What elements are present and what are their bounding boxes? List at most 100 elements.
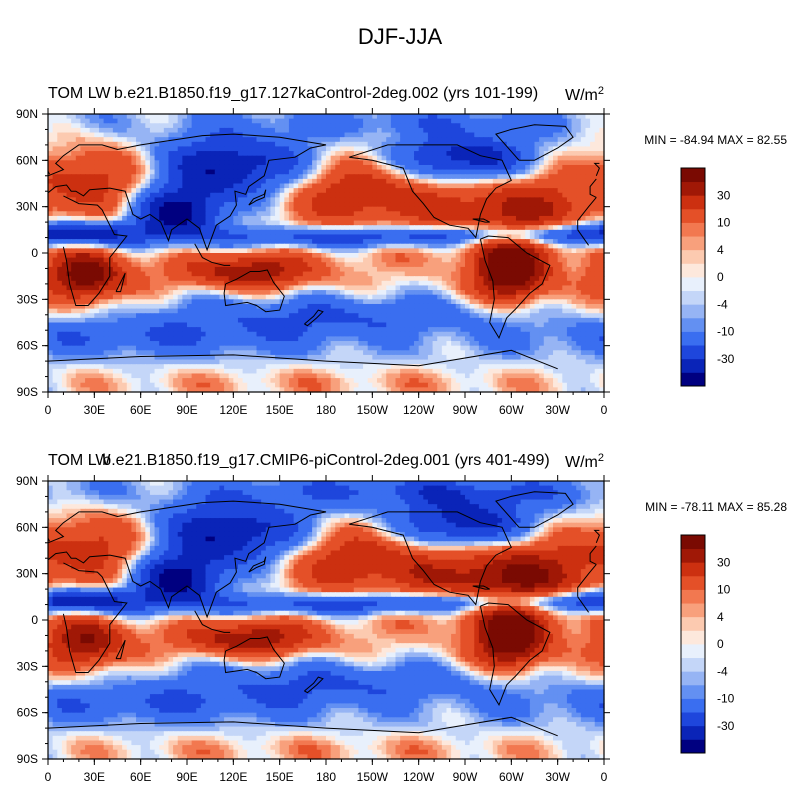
heatmap-cell <box>200 266 207 273</box>
heatmap-cell <box>525 151 531 157</box>
heatmap-cell <box>122 243 128 249</box>
heatmap-cell <box>154 285 160 291</box>
heatmap-cell <box>145 257 151 263</box>
heatmap-cell <box>562 183 568 189</box>
heatmap-cell <box>279 229 285 236</box>
heatmap-cell <box>298 174 304 180</box>
heatmap-cell <box>270 164 276 171</box>
heatmap-cell <box>590 127 596 134</box>
heatmap-cell <box>177 155 183 161</box>
heatmap-cell <box>548 151 554 157</box>
heatmap-cell <box>66 266 72 273</box>
heatmap-cell <box>98 294 105 300</box>
heatmap-cell <box>196 211 202 217</box>
heatmap-cell <box>376 253 383 259</box>
heatmap-cell <box>381 123 387 129</box>
heatmap-cell <box>89 220 95 226</box>
heatmap-cell <box>437 123 443 129</box>
heatmap-cell <box>98 151 105 157</box>
heatmap-cell <box>590 151 596 157</box>
heatmap-cell <box>154 299 160 305</box>
heatmap-cell <box>562 211 568 217</box>
heatmap-cell <box>441 146 448 152</box>
heatmap-cell <box>414 178 420 185</box>
heatmap-cell <box>585 123 591 129</box>
heatmap-cell <box>590 118 596 124</box>
heatmap-cell <box>247 178 253 185</box>
heatmap-cell <box>571 211 577 217</box>
heatmap-cell <box>256 276 262 282</box>
heatmap-cell <box>557 183 563 189</box>
heatmap-cell <box>131 294 137 300</box>
heatmap-cell <box>196 183 202 189</box>
heatmap-cell <box>358 183 364 189</box>
heatmap-cell <box>75 280 82 287</box>
heatmap-cell <box>497 285 503 291</box>
heatmap-cell <box>539 299 545 305</box>
heatmap-cell <box>566 229 573 236</box>
heatmap-cell <box>159 303 165 310</box>
heatmap-cell <box>242 220 248 226</box>
heatmap-cell <box>200 299 207 305</box>
heatmap-cell <box>557 188 563 194</box>
heatmap-cell <box>594 271 600 277</box>
heatmap-cell <box>363 229 369 236</box>
heatmap-cell <box>275 155 281 161</box>
heatmap-cell <box>460 280 466 287</box>
heatmap-cell <box>432 294 438 300</box>
heatmap-cell <box>339 253 346 259</box>
heatmap-cell <box>136 243 142 249</box>
heatmap-cell <box>85 280 91 287</box>
heatmap-cell <box>108 211 114 217</box>
heatmap-cell <box>395 239 401 245</box>
heatmap-cell <box>288 114 295 120</box>
heatmap-cell <box>506 160 512 166</box>
heatmap-cell <box>441 229 448 236</box>
heatmap-cell <box>293 280 299 287</box>
heatmap-cell <box>367 137 373 143</box>
heatmap-cell <box>386 188 392 194</box>
heatmap-cell <box>136 257 142 263</box>
heatmap-cell <box>312 211 318 217</box>
heatmap-cell <box>149 253 156 259</box>
heatmap-cell <box>557 114 563 120</box>
heatmap-cell <box>599 266 605 273</box>
heatmap-cell <box>483 299 489 305</box>
heatmap-cell <box>474 114 480 120</box>
heatmap-cell <box>469 151 475 157</box>
heatmap-cell <box>553 290 559 296</box>
heatmap-cell <box>275 127 281 134</box>
heatmap-cell <box>478 266 485 273</box>
heatmap-cell <box>469 239 475 245</box>
heatmap-cell <box>182 303 188 310</box>
heatmap-cell <box>237 137 244 143</box>
heatmap-cell <box>85 178 91 185</box>
heatmap-cell <box>404 192 410 198</box>
heatmap-cell <box>293 266 299 273</box>
heatmap-cell <box>539 280 545 287</box>
heatmap-cell <box>191 155 197 161</box>
heatmap-cell <box>330 257 336 263</box>
heatmap-cell <box>270 127 276 134</box>
heatmap-cell <box>136 276 142 282</box>
heatmap-cell <box>57 178 63 185</box>
heatmap-cell <box>423 243 429 249</box>
heatmap-cell <box>108 276 114 282</box>
heatmap-cell <box>367 262 373 268</box>
heatmap-cell <box>478 183 485 189</box>
heatmap-cell <box>367 160 373 166</box>
heatmap-cell <box>502 276 508 282</box>
heatmap-cell <box>149 132 156 138</box>
heatmap-cell <box>437 225 443 231</box>
heatmap-cell <box>585 257 591 263</box>
heatmap-cell <box>427 169 434 175</box>
heatmap-cell <box>145 271 151 277</box>
heatmap-cell <box>460 248 466 254</box>
heatmap-cell <box>376 178 383 185</box>
heatmap-cell <box>386 271 392 277</box>
heatmap-cell <box>159 294 165 300</box>
heatmap-cell <box>465 262 471 268</box>
heatmap-cell <box>511 164 517 171</box>
heatmap-cell <box>372 215 378 222</box>
heatmap-cell <box>85 169 91 175</box>
